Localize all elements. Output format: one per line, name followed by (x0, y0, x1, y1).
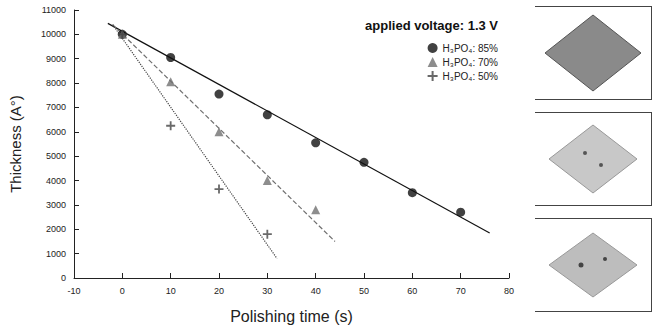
svg-text:60: 60 (407, 286, 417, 296)
svg-text:40: 40 (311, 286, 321, 296)
svg-text:5000: 5000 (46, 151, 66, 161)
svg-text:Thickness (A°): Thickness (A°) (7, 95, 24, 193)
svg-text:6000: 6000 (46, 127, 66, 137)
svg-text:8000: 8000 (46, 78, 66, 88)
svg-text:0: 0 (61, 273, 66, 283)
svg-text:0: 0 (120, 286, 125, 296)
svg-text:H₃PO₄: 85%: H₃PO₄: 85% (443, 43, 499, 54)
svg-text:20: 20 (214, 286, 224, 296)
svg-text:7000: 7000 (46, 102, 66, 112)
svg-text:Polishing time (s): Polishing time (s) (230, 308, 353, 325)
svg-text:2000: 2000 (46, 224, 66, 234)
svg-text:70: 70 (456, 286, 466, 296)
svg-text:4000: 4000 (46, 176, 66, 186)
svg-text:50: 50 (359, 286, 369, 296)
svg-text:10000: 10000 (41, 29, 66, 39)
svg-text:11000: 11000 (42, 5, 66, 15)
svg-text:applied voltage: 1.3 V: applied voltage: 1.3 V (365, 18, 498, 33)
svg-text:1000: 1000 (46, 249, 66, 259)
svg-text:80: 80 (504, 286, 514, 296)
svg-text:H₃PO₄: 50%: H₃PO₄: 50% (443, 71, 499, 82)
svg-text:30: 30 (262, 286, 272, 296)
svg-text:9000: 9000 (46, 54, 66, 64)
svg-text:-10: -10 (67, 286, 80, 296)
svg-text:10: 10 (166, 286, 176, 296)
svg-text:H₃PO₄: 70%: H₃PO₄: 70% (443, 57, 499, 68)
svg-text:3000: 3000 (46, 200, 66, 210)
